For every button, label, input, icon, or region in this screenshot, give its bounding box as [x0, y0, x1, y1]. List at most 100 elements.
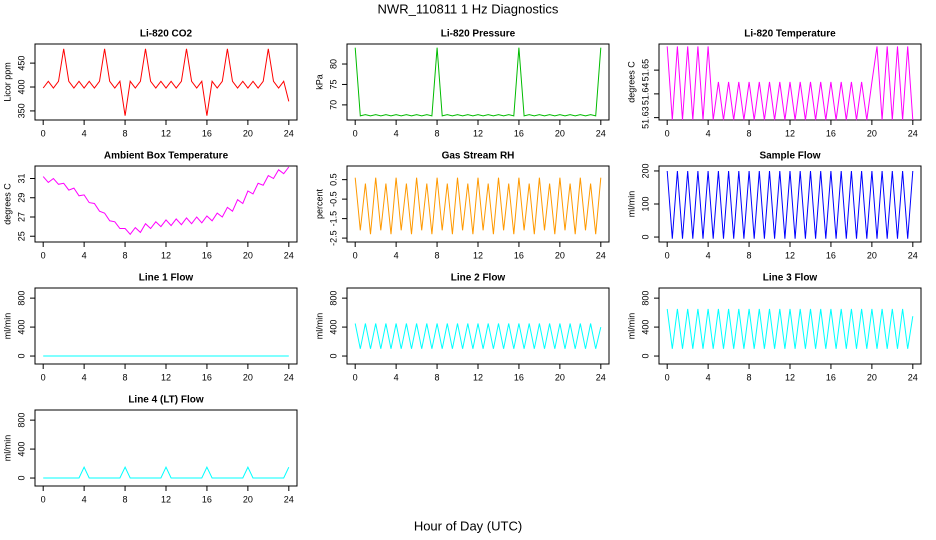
- x-tick-label: 0: [41, 494, 46, 504]
- x-tick-label: 20: [243, 128, 253, 138]
- panel-title: Li-820 Temperature: [744, 29, 836, 40]
- y-tick-label: 0: [640, 235, 650, 240]
- x-tick-label: 12: [161, 372, 171, 382]
- x-tick-label: 4: [394, 128, 399, 138]
- y-tick-label: 0: [16, 354, 26, 359]
- y-tick-label: -2.5: [328, 230, 338, 246]
- x-tick-label: 0: [665, 128, 670, 138]
- y-tick-label: 350: [16, 103, 26, 118]
- x-tick-label: 12: [161, 494, 171, 504]
- panel-title: Ambient Box Temperature: [104, 151, 229, 162]
- x-tick-label: 16: [514, 128, 524, 138]
- x-tick-label: 24: [908, 128, 918, 138]
- y-tick-label: -1.5: [328, 211, 338, 227]
- x-tick-label: 0: [353, 128, 358, 138]
- y-axis-title: degrees C: [2, 183, 12, 225]
- data-line: [666, 308, 914, 349]
- panel-title: Sample Flow: [759, 151, 820, 162]
- x-tick-label: 4: [706, 250, 711, 260]
- page-title: NWR_110811 1 Hz Diagnostics: [378, 1, 559, 16]
- panel-title: Li-820 CO2: [140, 29, 193, 40]
- y-tick-label: 200: [640, 163, 650, 178]
- y-tick-label: 400: [16, 442, 26, 457]
- y-axis-title: ml/min: [314, 313, 324, 340]
- y-axis-title: percent: [314, 188, 324, 219]
- y-tick-label: 0: [16, 476, 26, 481]
- x-tick-label: 20: [555, 128, 565, 138]
- y-tick-label: 800: [16, 291, 26, 306]
- panel-title: Line 4 (LT) Flow: [128, 395, 204, 406]
- plot-frame: [658, 287, 922, 365]
- x-tick-label: 24: [596, 250, 606, 260]
- x-tick-label: 16: [202, 372, 212, 382]
- x-tick-label: 24: [284, 250, 294, 260]
- data-line: [43, 466, 290, 479]
- x-tick-label: 12: [785, 372, 795, 382]
- data-line: [354, 323, 602, 349]
- y-tick-label: 400: [328, 320, 338, 335]
- panel-title: Li-820 Pressure: [441, 29, 516, 40]
- x-tick-label: 4: [82, 494, 87, 504]
- panel-title: Line 3 Flow: [763, 273, 818, 284]
- x-tick-label: 0: [665, 372, 670, 382]
- x-tick-label: 24: [284, 494, 294, 504]
- x-tick-label: 8: [747, 372, 752, 382]
- x-tick-label: 12: [473, 250, 483, 260]
- x-tick-label: 24: [284, 128, 294, 138]
- x-tick-label: 20: [867, 250, 877, 260]
- plot-frame: [346, 165, 610, 243]
- y-tick-label: 400: [640, 320, 650, 335]
- data-line: [354, 177, 602, 235]
- x-tick-label: 16: [202, 128, 212, 138]
- plot-frame: [346, 43, 610, 121]
- x-tick-label: 8: [435, 128, 440, 138]
- y-tick-label: 51.64: [640, 83, 650, 106]
- y-axis-title: Licor ppm: [2, 62, 12, 102]
- x-tick-label: 8: [123, 372, 128, 382]
- x-tick-label: 16: [826, 250, 836, 260]
- plot-frame: [34, 43, 298, 121]
- x-tick-label: 4: [82, 372, 87, 382]
- x-tick-label: 24: [284, 372, 294, 382]
- x-tick-label: 8: [747, 250, 752, 260]
- x-tick-label: 24: [596, 128, 606, 138]
- x-tick-label: 20: [243, 250, 253, 260]
- x-tick-label: 24: [908, 372, 918, 382]
- x-tick-label: 4: [394, 250, 399, 260]
- x-tick-label: 24: [908, 250, 918, 260]
- x-tick-label: 4: [82, 250, 87, 260]
- data-line: [354, 47, 602, 117]
- y-tick-label: 800: [640, 291, 650, 306]
- y-tick-label: 51.65: [640, 59, 650, 82]
- x-tick-label: 20: [867, 372, 877, 382]
- y-tick-label: 25: [16, 231, 26, 241]
- x-axis-title: Hour of Day (UTC): [414, 518, 522, 533]
- y-tick-label: 450: [16, 56, 26, 71]
- y-tick-label: 80: [328, 59, 338, 69]
- x-tick-label: 4: [394, 372, 399, 382]
- x-tick-label: 12: [785, 128, 795, 138]
- y-tick-label: 400: [16, 80, 26, 95]
- y-tick-label: 800: [16, 413, 26, 428]
- x-tick-label: 8: [435, 250, 440, 260]
- x-tick-label: 12: [161, 128, 171, 138]
- y-axis-title: ml/min: [2, 313, 12, 340]
- x-tick-label: 8: [435, 372, 440, 382]
- y-axis-title: degrees C: [626, 61, 636, 103]
- panel-title: Line 2 Flow: [451, 273, 506, 284]
- y-tick-label: -0.5: [328, 191, 338, 207]
- y-axis-title: ml/min: [626, 313, 636, 340]
- x-tick-label: 0: [665, 250, 670, 260]
- y-tick-label: 0: [640, 354, 650, 359]
- x-tick-label: 0: [353, 372, 358, 382]
- x-tick-label: 16: [514, 372, 524, 382]
- x-tick-label: 20: [555, 372, 565, 382]
- y-axis-title: ml/min: [626, 191, 636, 218]
- data-line: [666, 46, 914, 121]
- y-tick-label: 0.5: [328, 173, 338, 186]
- x-tick-label: 4: [706, 372, 711, 382]
- y-axis-title: ml/min: [2, 435, 12, 462]
- x-tick-label: 16: [202, 494, 212, 504]
- x-tick-label: 0: [41, 128, 46, 138]
- x-tick-label: 16: [826, 128, 836, 138]
